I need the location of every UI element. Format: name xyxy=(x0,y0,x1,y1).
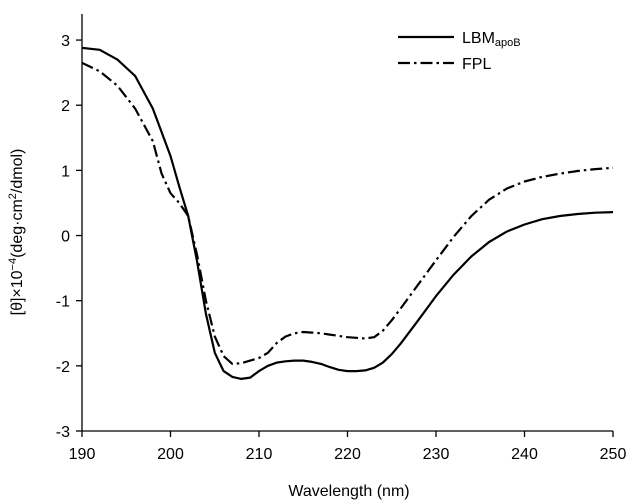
y-tick-label: -3 xyxy=(56,424,70,441)
legend-label-fpl: FPL xyxy=(462,56,491,73)
x-tick-label: 250 xyxy=(600,446,627,463)
x-axis-ticks: 190 200 210 220 230 240 250 xyxy=(69,431,627,463)
y-axis-title-exponent: −4 xyxy=(7,258,19,271)
x-tick-label: 210 xyxy=(246,446,273,463)
y-axis-title-superscript: 2 xyxy=(7,193,19,199)
y-axis-title: [θ]×10−4(deg·cm2/dmol) xyxy=(7,149,26,316)
y-axis-title-part-2: (deg·cm xyxy=(9,199,26,258)
series-layer xyxy=(81,46,614,380)
series-line-fpl xyxy=(81,61,614,365)
x-tick-label: 220 xyxy=(334,446,361,463)
y-axis-ticks: 3 2 1 0 -1 -2 -3 xyxy=(56,33,82,441)
y-axis-title-part-1: [θ]×10 xyxy=(9,270,26,315)
x-tick-label: 240 xyxy=(511,446,538,463)
y-tick-label: 1 xyxy=(61,163,70,180)
legend-label-lbm: LBM xyxy=(462,30,495,47)
y-tick-label: 3 xyxy=(61,33,70,50)
y-axis-title-part-3: /dmol) xyxy=(9,149,26,193)
legend-label-lbm-apob: LBMapoB xyxy=(462,30,521,49)
y-tick-label: 2 xyxy=(61,98,70,115)
x-tick-label: 230 xyxy=(423,446,450,463)
legend-label-apob-subscript: apoB xyxy=(495,37,521,49)
x-tick-label: 200 xyxy=(157,446,184,463)
y-tick-label: -1 xyxy=(56,294,70,311)
y-tick-label: 0 xyxy=(61,229,70,246)
x-tick-label: 190 xyxy=(69,446,96,463)
x-axis-title: Wavelength (nm) xyxy=(288,483,409,500)
y-tick-label: -2 xyxy=(56,359,70,376)
legend: LBMapoB FPL xyxy=(398,30,521,73)
series-line-lbm-apob xyxy=(81,46,614,380)
